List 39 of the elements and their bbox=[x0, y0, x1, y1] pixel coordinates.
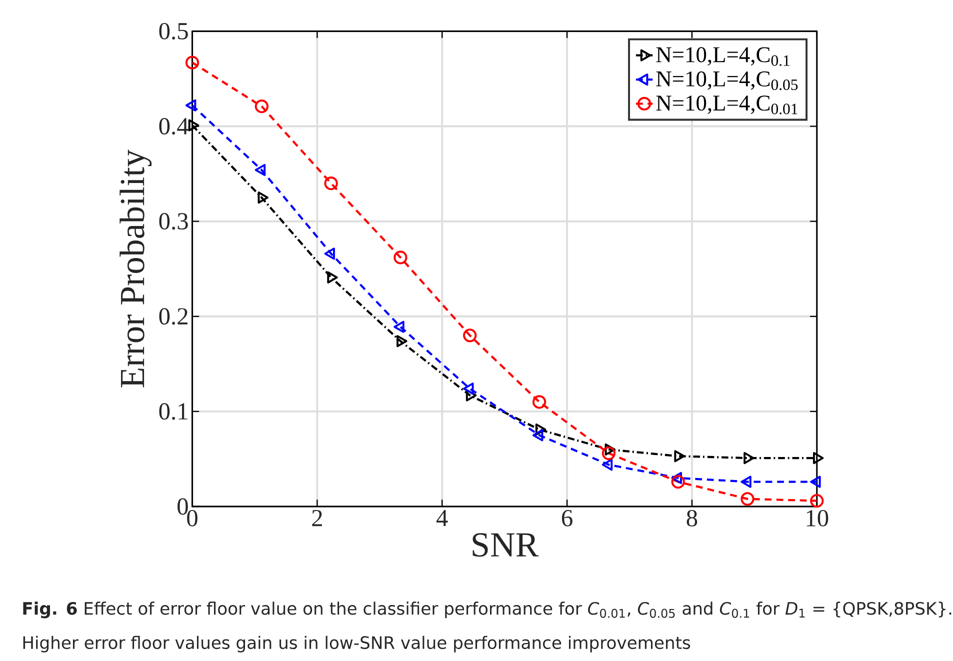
x-axis-title: SNR bbox=[472, 533, 539, 557]
point bbox=[740, 492, 754, 506]
y-tick-label: 0 bbox=[178, 498, 188, 515]
x-tick-label: 8 bbox=[686, 510, 698, 527]
y-tick-label: 0.3 bbox=[159, 213, 188, 230]
point bbox=[466, 389, 477, 402]
point bbox=[674, 450, 685, 462]
y-axis-title: Error Probability bbox=[120, 150, 152, 388]
point bbox=[463, 328, 477, 342]
point bbox=[812, 452, 824, 464]
text: Fig. 6 Effect of error floor value on the classifier performance for C$_{0.01}$, C$_{0.05}$ and C$_{0.1}$ for D$_{1}$ = {QPSK,8PSK}. bbox=[23, 602, 952, 618]
point bbox=[394, 250, 408, 264]
x-tick-label: 2 bbox=[312, 510, 322, 526]
point bbox=[604, 444, 616, 456]
point bbox=[744, 452, 754, 464]
x-tick-label: 10 bbox=[806, 510, 828, 527]
point bbox=[324, 248, 335, 260]
text: Higher error floor values gain us in low-SNR value performance improvements bbox=[23, 636, 690, 653]
point bbox=[532, 395, 546, 409]
point bbox=[671, 475, 685, 489]
point bbox=[185, 56, 200, 70]
y-tick-label: 0.2 bbox=[159, 308, 188, 325]
point bbox=[810, 494, 824, 508]
legend-label: N=10,L=4,C$_{0.01}$ bbox=[656, 96, 798, 114]
x-tick-label: 4 bbox=[436, 510, 448, 526]
legend-label: N=10,L=4,C$_{0.1}$ bbox=[656, 47, 790, 66]
point bbox=[254, 100, 268, 114]
point bbox=[185, 99, 196, 112]
legend-label: N=10,L=4,C$_{0.05}$ bbox=[656, 71, 798, 90]
x-tick-label: 6 bbox=[562, 510, 572, 527]
point bbox=[394, 320, 404, 334]
point bbox=[535, 424, 546, 436]
point bbox=[324, 176, 338, 190]
y-tick-label: 0.1 bbox=[159, 403, 188, 420]
point bbox=[254, 164, 266, 176]
point bbox=[463, 382, 474, 395]
y-tick-label: 0.4 bbox=[159, 118, 188, 135]
point bbox=[602, 446, 616, 460]
y-tick-label: 0.5 bbox=[159, 23, 188, 40]
